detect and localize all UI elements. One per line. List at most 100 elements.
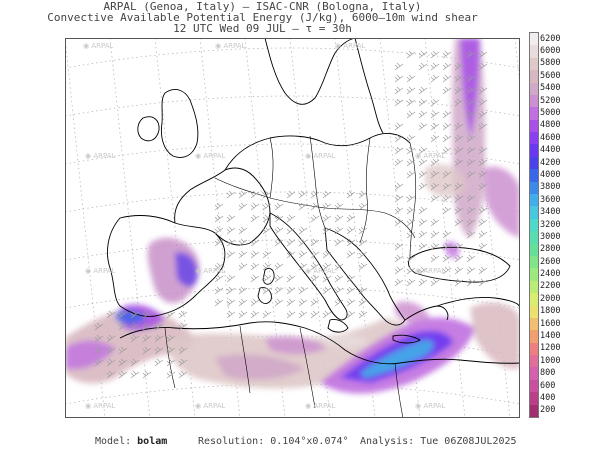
colorbar-segment <box>530 293 538 306</box>
meridian-line <box>334 38 376 418</box>
wind-barb <box>262 310 272 319</box>
wind-barb <box>430 50 440 59</box>
colorbar-label: 5800 <box>540 58 561 69</box>
wind-barb <box>238 202 248 211</box>
wind-barb <box>226 238 236 247</box>
wind-barb <box>394 266 404 275</box>
colorbar-label: 3600 <box>540 194 561 205</box>
wind-barb <box>274 214 284 223</box>
colorbar-label: 4800 <box>540 120 561 131</box>
wind-barb <box>226 310 236 319</box>
colorbar-segment <box>530 33 538 46</box>
wind-barb <box>430 194 440 203</box>
wind-barb <box>262 226 272 235</box>
wind-barb <box>406 146 416 155</box>
footer-analysis: Analysis: Tue 06Z08JUL2025 <box>360 436 517 447</box>
wind-barb <box>406 158 416 167</box>
wind-barb <box>418 230 428 239</box>
wind-barb <box>178 370 188 379</box>
meridian-line <box>109 38 151 418</box>
wind-barb <box>418 182 428 191</box>
wind-barb <box>358 250 368 259</box>
wind-barb <box>274 298 284 307</box>
wind-barb <box>214 274 224 283</box>
wind-barb <box>322 190 332 199</box>
arpal-watermark: ◉ ARPAL <box>305 152 336 160</box>
wind-barb <box>406 170 416 179</box>
colorbar-label: 5600 <box>540 70 561 81</box>
wind-barb <box>178 322 188 331</box>
wind-barb <box>358 310 368 319</box>
colorbar-segment <box>530 330 538 344</box>
wind-barb <box>478 62 488 71</box>
arpal-watermark: ◉ ARPAL <box>195 402 226 410</box>
wind-barb <box>430 110 440 119</box>
wind-barb <box>454 242 464 251</box>
wind-barb <box>334 226 344 235</box>
wind-barb <box>178 346 188 355</box>
wind-barb <box>418 98 428 107</box>
wind-barb <box>394 86 404 95</box>
wind-barb <box>118 322 128 331</box>
colorbar-label: 4000 <box>540 169 561 180</box>
wind-barb <box>358 298 368 307</box>
wind-barb <box>442 62 452 71</box>
wind-barb <box>442 134 452 143</box>
arpal-watermark: ◉ ARPAL <box>335 42 366 50</box>
wind-barb <box>358 226 368 235</box>
wind-barb <box>394 122 404 131</box>
wind-barb <box>226 298 236 307</box>
cape-shading <box>65 38 520 394</box>
wind-barb <box>406 98 416 107</box>
wind-barb <box>298 262 308 271</box>
colorbar-label: 600 <box>540 380 556 391</box>
wind-barb <box>334 262 344 271</box>
colorbar-label: 5400 <box>540 83 561 94</box>
colorbar-segment <box>530 255 538 269</box>
wind-barb <box>286 250 296 259</box>
wind-barb <box>142 334 152 343</box>
wind-barb <box>298 226 308 235</box>
wind-barb <box>214 202 224 211</box>
colorbar-label: 3800 <box>540 182 561 193</box>
colorbar-segment <box>530 107 538 121</box>
colorbar-label: 2800 <box>540 244 561 255</box>
wind-barb <box>166 310 176 319</box>
wind-barb <box>334 214 344 223</box>
wind-barb <box>118 310 128 319</box>
wind-barb <box>454 146 464 155</box>
wind-barb <box>394 74 404 83</box>
colorbar-label: 2000 <box>540 293 561 304</box>
colorbar-segment <box>530 206 538 220</box>
arpal-watermark: ◉ ARPAL <box>195 267 226 275</box>
wind-barb <box>466 170 476 179</box>
wind-barb <box>478 230 488 239</box>
wind-barb <box>454 194 464 203</box>
wind-barb <box>442 74 452 83</box>
header-line-2: Convective Available Potential Energy (J… <box>47 11 478 24</box>
colorbar-label: 4600 <box>540 132 561 143</box>
colorbar-label: 200 <box>540 405 556 416</box>
wind-barb <box>106 346 116 355</box>
wind-barb <box>298 238 308 247</box>
wind-barb <box>430 134 440 143</box>
wind-barb <box>466 158 476 167</box>
colorbar-segment <box>530 94 538 108</box>
wind-barb <box>214 214 224 223</box>
wind-barb <box>274 274 284 283</box>
wind-barb <box>442 170 452 179</box>
wind-barb <box>418 158 428 167</box>
wind-barb <box>286 298 296 307</box>
wind-shear-barbs <box>94 50 488 379</box>
colorbar-segment <box>530 243 538 257</box>
colorbar-segment <box>530 280 538 294</box>
wind-barb <box>346 238 356 247</box>
wind-barb <box>322 226 332 235</box>
wind-barb <box>274 226 284 235</box>
wind-barb <box>430 230 440 239</box>
colorbar-label: 1800 <box>540 306 561 317</box>
model-label: Model: <box>95 436 132 447</box>
wind-barb <box>406 266 416 275</box>
wind-barb <box>238 286 248 295</box>
colorbar-segment <box>530 355 538 368</box>
